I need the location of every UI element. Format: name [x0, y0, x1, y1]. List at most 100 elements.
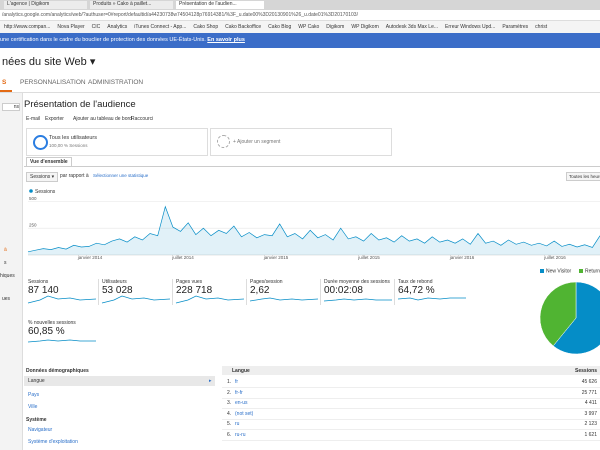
property-name[interactable]: nées du site Web ▾	[2, 56, 96, 68]
add-segment-icon	[217, 135, 230, 148]
row-sessions: 3 997	[584, 410, 597, 417]
bookmark[interactable]: Nova Player	[57, 24, 85, 30]
sparkline	[175, 295, 245, 304]
row-index: 6.	[227, 431, 232, 438]
row-language[interactable]: fr	[235, 379, 239, 385]
system-title: Système	[26, 417, 47, 423]
overview-tab[interactable]: Vue d'ensemble	[26, 157, 72, 166]
bookmark[interactable]: WP Digikom	[351, 24, 379, 30]
interval-button[interactable]: Toutes les heure	[566, 172, 600, 181]
demographics-item[interactable]: Pays	[28, 392, 40, 398]
legend-label: Return	[585, 269, 600, 275]
row-sessions: 4 411	[584, 400, 597, 406]
banner: une certification dans le cadre du boucl…	[0, 33, 600, 48]
compare-label: par rapport à	[60, 173, 89, 179]
nav-item[interactable]: S	[2, 79, 7, 86]
demographics-title: Données démographiques	[26, 368, 89, 374]
row-language[interactable]: ru	[235, 421, 240, 427]
bookmark[interactable]: Erreur Windows Upd...	[445, 24, 496, 30]
compare-select[interactable]: Sélectionner une statistique	[93, 173, 149, 178]
metric-divider	[320, 279, 321, 305]
table-header-cell: Sessions	[575, 368, 597, 374]
bookmarks-bar: http://www.compan... Nova Player CIC Analyt…	[0, 21, 600, 33]
bookmark[interactable]: Digikom	[326, 24, 345, 30]
url-bar[interactable]: /analytics.google.com/analytics/web/?aut…	[0, 10, 600, 21]
tab[interactable]: Présentation de l'audien...	[176, 1, 264, 9]
add-segment-box[interactable]: + Ajouter un segment	[210, 128, 392, 156]
row-language[interactable]: ru-ru	[235, 431, 246, 438]
legend-swatch	[540, 269, 544, 273]
tab[interactable]: Produits » Cako à paillet...	[90, 1, 173, 9]
table-header-cell: Langue	[232, 368, 250, 374]
bookmark[interactable]: Autodesk 3ds Max Le...	[385, 24, 439, 30]
metric-label: Pages/session	[250, 279, 283, 285]
row-index: 1.	[227, 379, 232, 385]
bookmark[interactable]: iTunes Connect - App...	[134, 24, 187, 30]
bookmark[interactable]: http://www.compan...	[4, 24, 51, 30]
x-tick-label: juillet 2014	[171, 255, 194, 260]
sidebar-item[interactable]: s	[4, 260, 7, 266]
metric-value: 53 028	[102, 285, 133, 296]
row-index: 5.	[227, 421, 232, 427]
metric-divider	[98, 279, 99, 305]
metric-value: 228 718	[176, 285, 213, 296]
toolbar-button[interactable]: Exporter	[45, 116, 64, 122]
demographics-item[interactable]: Langue	[28, 378, 45, 384]
sidebar-item[interactable]: hiques	[0, 273, 15, 279]
row-language[interactable]: en-us	[235, 400, 248, 406]
row-line	[222, 397, 600, 399]
segment-icon	[33, 135, 48, 150]
toolbar-button[interactable]: Ajouter au tableau de bord	[73, 116, 132, 122]
row-sessions: 25 771	[581, 389, 597, 396]
bookmark[interactable]: Paramètres	[502, 24, 529, 30]
legend-swatch	[579, 269, 583, 273]
segment-name: Tous les utilisateurs	[49, 135, 97, 141]
y-tick-label: 250	[29, 223, 37, 228]
metric-divider	[172, 279, 173, 305]
metric-label: Pages vues	[176, 279, 203, 285]
bookmark[interactable]: CIC	[91, 24, 101, 30]
row-index: 2.	[227, 389, 232, 396]
metric-label: Taux de rebond	[398, 279, 433, 285]
nav-item[interactable]: PERSONNALISATION	[20, 79, 86, 86]
sidebar-search[interactable]: ns	[2, 103, 20, 111]
metric-select[interactable]: Sessions ▾	[26, 172, 59, 182]
system-item[interactable]: Système d'exploitation	[28, 439, 78, 445]
line	[27, 205, 600, 253]
toolbar-button[interactable]: Raccourci	[131, 116, 154, 122]
pie-slice	[552, 281, 600, 355]
tab[interactable]: L'agence | Digikom	[4, 1, 87, 9]
toolbar-button[interactable]: E-mail	[26, 116, 41, 122]
sparkline	[101, 295, 171, 304]
row-language[interactable]: (not set)	[235, 410, 254, 417]
segment-box[interactable]: Tous les utilisateurs 100,00 % Sessions	[26, 128, 208, 156]
area	[28, 206, 600, 255]
metric-divider	[394, 279, 395, 305]
sparklines	[27, 295, 466, 343]
sparkline	[397, 297, 466, 301]
row-language[interactable]: fr-fr	[235, 389, 243, 396]
nav-item[interactable]: ADMINISTRATION	[88, 79, 144, 86]
row-index: 4.	[227, 410, 232, 417]
metric-value: 00:02:08	[324, 285, 363, 296]
sparkline	[27, 339, 96, 343]
bookmark[interactable]: christ	[535, 24, 548, 30]
system-item[interactable]: Navigateur	[28, 427, 53, 433]
sidebar-item[interactable]: ues	[2, 296, 11, 302]
metric-label: Utilisateurs	[102, 279, 127, 285]
row-sessions: 1 621	[584, 431, 597, 438]
row-index: 3.	[227, 400, 232, 406]
selected-row	[24, 376, 215, 386]
bookmark[interactable]: WP Cako	[298, 24, 320, 30]
sidebar-item[interactable]: à	[4, 247, 7, 253]
metric-value: 64,72 %	[398, 285, 435, 296]
bookmark[interactable]: Cako Shop	[193, 24, 219, 30]
bookmark[interactable]: Cako Blog	[268, 24, 292, 30]
table-header: Langue Sessions	[222, 366, 600, 375]
demographics-item[interactable]: Ville	[28, 404, 38, 410]
bookmark[interactable]: Analytics	[107, 24, 128, 30]
banner-link[interactable]: En savoir plus	[207, 37, 245, 43]
banner-text: une certification dans le cadre du boucl…	[0, 37, 206, 43]
bookmark[interactable]: Cako Backoffice	[225, 24, 262, 30]
